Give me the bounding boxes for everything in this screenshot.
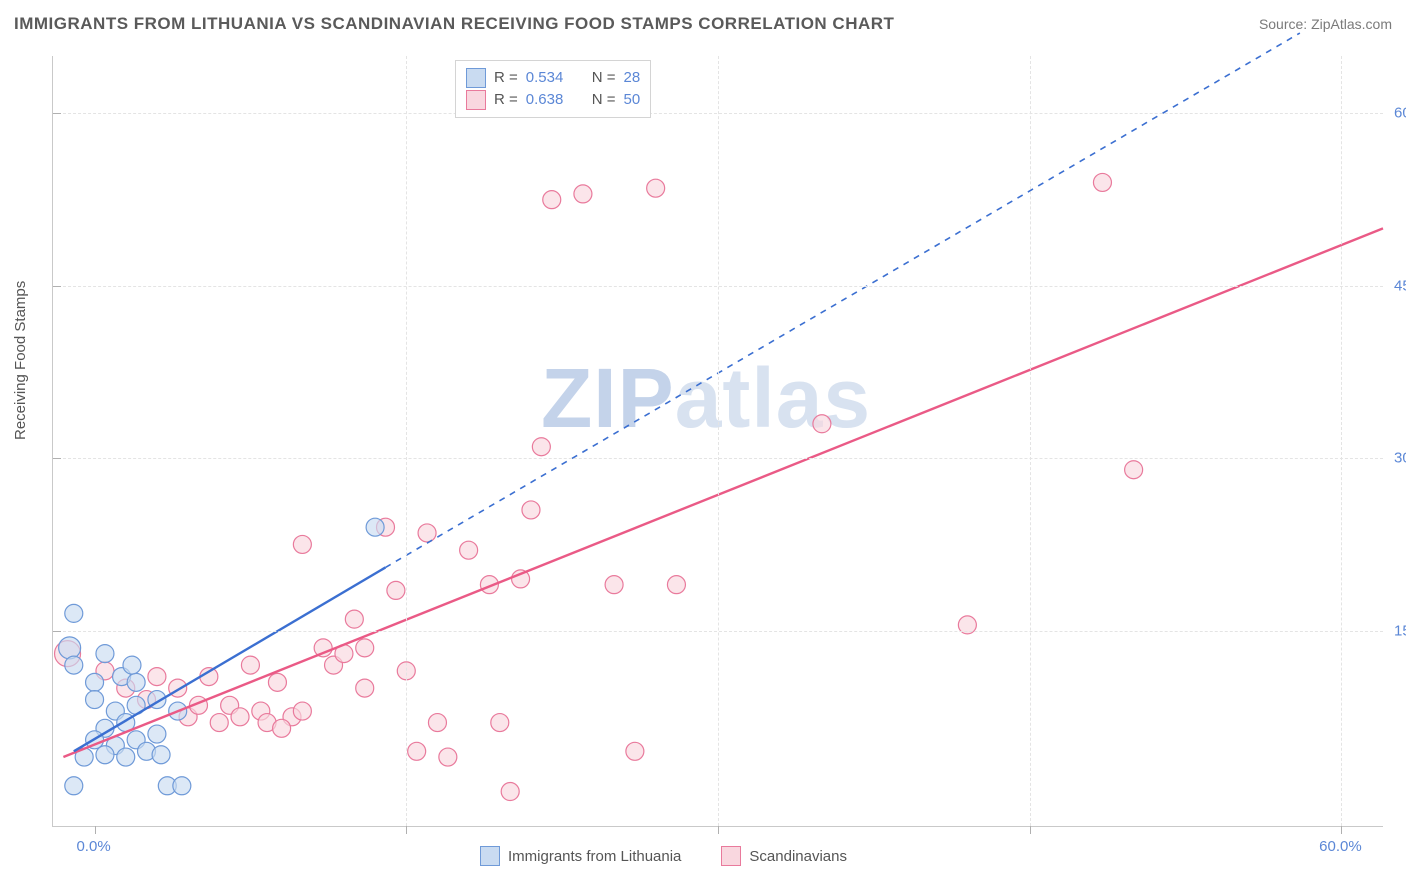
pink-point <box>356 639 374 657</box>
pink-point <box>231 708 249 726</box>
legend-label-pink: Scandinavians <box>749 848 847 865</box>
x-tick-label: 60.0% <box>1319 838 1362 855</box>
pink-point <box>813 415 831 433</box>
pink-point <box>428 714 446 732</box>
r-value-blue: 0.534 <box>526 67 578 89</box>
y-tick-label: 45.0% <box>1394 277 1406 294</box>
blue-point <box>65 656 83 674</box>
pink-point <box>491 714 509 732</box>
blue-point <box>65 604 83 622</box>
pink-point <box>210 714 228 732</box>
n-value-blue: 28 <box>624 67 641 89</box>
legend-item-blue: Immigrants from Lithuania <box>480 846 681 866</box>
pink-point <box>522 501 540 519</box>
pink-point <box>543 191 561 209</box>
pink-point <box>268 673 286 691</box>
pink-point <box>460 541 478 559</box>
pink-point <box>387 581 405 599</box>
blue-point <box>152 746 170 764</box>
blue-point <box>65 777 83 795</box>
source-label: Source: ZipAtlas.com <box>1259 16 1392 32</box>
blue-point <box>117 748 135 766</box>
pink-point <box>1125 461 1143 479</box>
pink-point <box>293 535 311 553</box>
legend-bottom: Immigrants from Lithuania Scandinavians <box>480 846 847 866</box>
blue-point <box>86 691 104 709</box>
r-value-pink: 0.638 <box>526 89 578 111</box>
blue-point <box>366 518 384 536</box>
pink-point <box>532 438 550 456</box>
n-value-pink: 50 <box>624 89 641 111</box>
swatch-blue <box>480 846 500 866</box>
legend-top: R = 0.534 N = 28 R = 0.638 N = 50 <box>455 60 651 118</box>
legend-item-pink: Scandinavians <box>721 846 847 866</box>
chart-title: IMMIGRANTS FROM LITHUANIA VS SCANDINAVIA… <box>14 14 894 34</box>
pink-point <box>501 783 519 801</box>
blue-point <box>127 673 145 691</box>
pink-point <box>273 719 291 737</box>
blue-point <box>96 645 114 663</box>
blue-point <box>96 746 114 764</box>
pink-point <box>574 185 592 203</box>
pink-point <box>647 179 665 197</box>
blue-point <box>59 637 81 659</box>
pink-point <box>241 656 259 674</box>
y-tick-label: 15.0% <box>1394 622 1406 639</box>
legend-row-blue: R = 0.534 N = 28 <box>466 67 640 89</box>
plot-area: ZIPatlas <box>52 56 1383 827</box>
pink-point <box>667 576 685 594</box>
pink-point <box>439 748 457 766</box>
legend-label-blue: Immigrants from Lithuania <box>508 848 681 865</box>
n-label: N = <box>592 67 616 89</box>
r-label: R = <box>494 67 518 89</box>
pink-point <box>626 742 644 760</box>
y-tick-label: 60.0% <box>1394 105 1406 122</box>
pink-point <box>148 668 166 686</box>
pink-point <box>408 742 426 760</box>
swatch-pink <box>721 846 741 866</box>
blue-point <box>148 725 166 743</box>
pink-point <box>605 576 623 594</box>
y-axis-label: Receiving Food Stamps <box>12 281 29 440</box>
r-label: R = <box>494 89 518 111</box>
blue-point <box>173 777 191 795</box>
pink-point <box>345 610 363 628</box>
y-tick-label: 30.0% <box>1394 450 1406 467</box>
pink-point <box>293 702 311 720</box>
swatch-pink <box>466 90 486 110</box>
regression-pink <box>63 228 1383 757</box>
pink-point <box>1093 173 1111 191</box>
blue-point <box>86 673 104 691</box>
swatch-blue <box>466 68 486 88</box>
pink-point <box>356 679 374 697</box>
legend-row-pink: R = 0.638 N = 50 <box>466 89 640 111</box>
n-label: N = <box>592 89 616 111</box>
pink-point <box>418 524 436 542</box>
blue-point <box>123 656 141 674</box>
x-tick-label: 0.0% <box>76 838 110 855</box>
